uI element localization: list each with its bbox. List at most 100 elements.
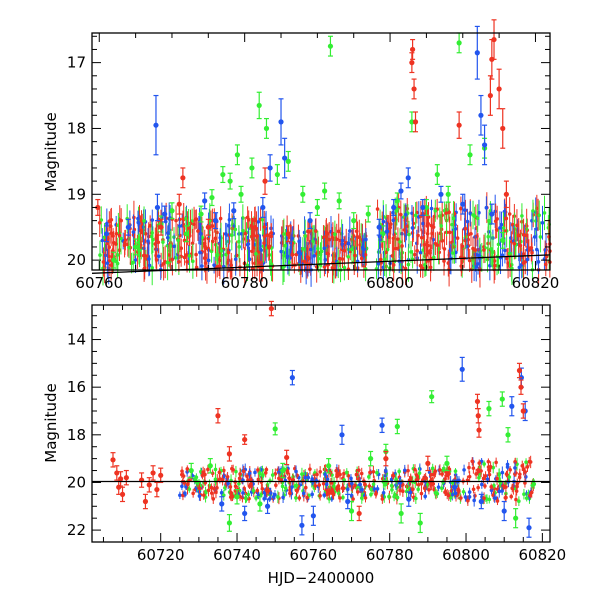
- background-point: [336, 487, 341, 491]
- data-point: [226, 520, 232, 526]
- background-point: [471, 487, 476, 492]
- background-point: [383, 482, 387, 487]
- background-point: [287, 260, 291, 265]
- background-point: [391, 218, 396, 223]
- background-point: [390, 488, 394, 492]
- background-point: [440, 486, 444, 491]
- background-point: [505, 256, 509, 261]
- background-point: [115, 261, 120, 266]
- background-point: [495, 476, 499, 481]
- background-point: [245, 263, 250, 268]
- background-point: [170, 257, 175, 262]
- data-point: [478, 112, 484, 118]
- background-point: [233, 257, 238, 261]
- y-tick-label: 18: [67, 426, 86, 444]
- background-point: [432, 255, 436, 260]
- x-tick-label: 60780: [366, 546, 414, 564]
- background-point: [183, 491, 187, 496]
- background-point: [523, 233, 528, 238]
- background-point: [194, 252, 198, 257]
- background-point: [269, 262, 274, 266]
- background-point: [524, 227, 529, 231]
- background-point: [218, 235, 223, 240]
- background-point: [482, 462, 486, 466]
- background-point: [467, 465, 471, 470]
- background-point: [342, 471, 346, 476]
- background-point: [254, 226, 259, 231]
- background-point: [410, 226, 415, 230]
- background-point: [201, 493, 206, 497]
- background-point: [101, 260, 106, 264]
- data-point: [262, 178, 268, 184]
- background-point: [303, 485, 308, 490]
- background-point: [105, 261, 110, 265]
- background-point: [141, 253, 146, 258]
- data-point: [300, 191, 306, 197]
- data-point: [256, 102, 262, 109]
- background-point: [520, 214, 524, 218]
- background-point: [301, 246, 305, 251]
- data-point: [412, 119, 419, 125]
- data-point: [451, 484, 458, 490]
- data-point: [417, 520, 423, 526]
- background-point: [485, 257, 490, 262]
- background-point: [375, 487, 380, 491]
- background-point: [254, 252, 258, 256]
- background-point: [518, 243, 523, 248]
- data-point: [284, 454, 290, 461]
- background-point: [416, 482, 421, 487]
- background-point: [414, 496, 418, 501]
- background-point: [315, 246, 320, 251]
- background-point: [509, 494, 514, 499]
- background-point: [416, 487, 420, 492]
- background-point: [282, 232, 286, 236]
- data-point: [459, 366, 465, 372]
- background-point: [326, 489, 330, 493]
- data-point: [95, 204, 101, 211]
- background-point: [227, 217, 232, 222]
- y-tick-label: 22: [67, 521, 86, 539]
- background-point: [412, 252, 417, 257]
- background-point: [209, 485, 214, 490]
- background-point: [353, 253, 357, 258]
- data-point: [289, 375, 295, 381]
- background-point: [408, 477, 413, 482]
- background-point: [131, 230, 136, 234]
- background-point: [338, 256, 342, 261]
- background-point: [451, 216, 456, 221]
- background-point: [131, 260, 136, 265]
- data-point: [264, 503, 271, 509]
- background-point: [355, 490, 360, 494]
- background-point: [430, 466, 435, 471]
- background-point: [264, 467, 269, 472]
- bottom-panel: 60720 60740 60760 60780 60800 60820 14 16 18 20 22…: [42, 300, 566, 587]
- background-point: [303, 234, 308, 238]
- data-point: [280, 467, 286, 474]
- background-point: [241, 228, 245, 233]
- background-point: [387, 235, 391, 240]
- background-point: [401, 489, 405, 494]
- background-point: [512, 241, 517, 246]
- background-point: [147, 257, 151, 261]
- data-point: [154, 486, 160, 493]
- background-point: [143, 231, 148, 236]
- background-point: [489, 485, 494, 489]
- background-point: [267, 244, 272, 249]
- data-point: [169, 208, 175, 214]
- data-point: [474, 398, 481, 405]
- data-point: [356, 510, 362, 517]
- background-point: [180, 484, 184, 489]
- background-point: [429, 482, 433, 486]
- background-point: [468, 211, 473, 216]
- background-point: [105, 221, 109, 226]
- background-point: [495, 499, 500, 503]
- data-point: [474, 50, 480, 56]
- background-point: [146, 239, 150, 243]
- background-point: [538, 235, 543, 239]
- data-point: [267, 165, 273, 171]
- background-point: [423, 494, 428, 499]
- data-point: [242, 436, 248, 443]
- background-point: [476, 485, 480, 490]
- background-point: [176, 238, 180, 243]
- background-point: [198, 250, 202, 255]
